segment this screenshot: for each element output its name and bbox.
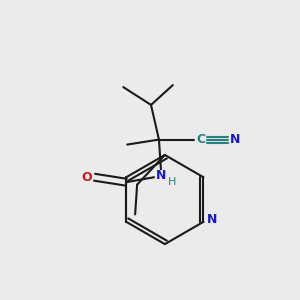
Text: C: C <box>196 133 205 146</box>
Text: N: N <box>207 213 218 226</box>
Text: H: H <box>168 177 176 187</box>
Text: N: N <box>156 169 166 182</box>
Text: N: N <box>230 133 240 146</box>
Text: O: O <box>81 171 92 184</box>
